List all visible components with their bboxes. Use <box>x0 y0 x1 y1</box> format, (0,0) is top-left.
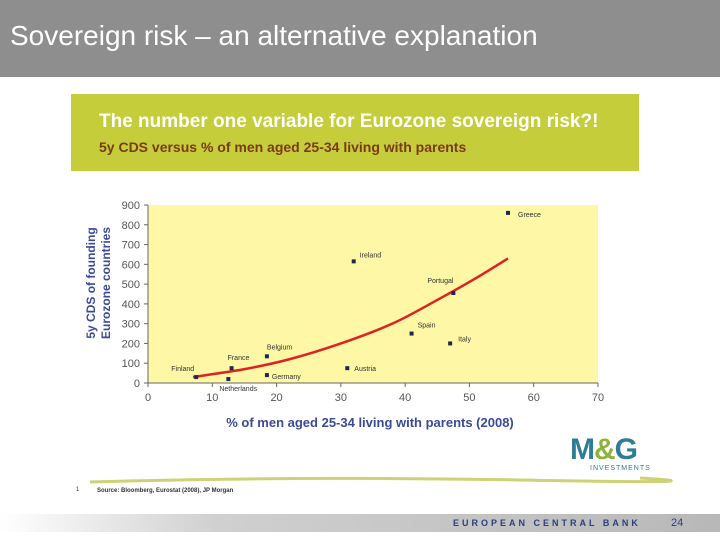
footer-bar <box>0 514 720 532</box>
y-tick-label: 500 <box>122 279 140 291</box>
data-label-germany: Germany <box>272 374 301 381</box>
logo-letter-m: M <box>570 433 595 466</box>
chart-title: The number one variable for Eurozone sov… <box>99 111 599 132</box>
data-point-france <box>229 366 234 371</box>
x-axis-label: % of men aged 25-34 living with parents … <box>226 415 514 430</box>
data-label-france: France <box>228 355 250 362</box>
x-tick-label: 60 <box>528 392 540 404</box>
y-tick-label: 300 <box>122 319 140 331</box>
x-tick-label: 30 <box>335 392 347 404</box>
x-tick-label: 20 <box>270 392 282 404</box>
data-point-finland <box>194 375 199 380</box>
chart-subtitle: 5y CDS versus % of men aged 25-34 living… <box>99 139 467 155</box>
data-point-germany <box>264 373 269 378</box>
data-label-portugal: Portugal <box>427 278 454 285</box>
x-tick-label: 70 <box>592 392 604 404</box>
data-label-spain: Spain <box>418 323 436 330</box>
data-point-italy <box>448 341 453 346</box>
y-tick-label: 0 <box>134 378 140 390</box>
y-tick-label: 700 <box>122 240 140 252</box>
plot-background <box>148 205 598 383</box>
data-label-finland: Finland <box>171 366 194 373</box>
y-tick-label: 600 <box>122 259 140 271</box>
source-footnote-number: 1 <box>76 487 80 493</box>
x-tick-label: 10 <box>206 392 218 404</box>
data-label-italy: Italy <box>458 336 471 343</box>
footer-bank-name: EUROPEAN CENTRAL BANK <box>453 518 641 528</box>
data-point-netherlands <box>226 377 231 382</box>
y-tick-label: 400 <box>122 299 140 311</box>
slide-header-bar <box>0 0 720 77</box>
data-label-austria: Austria <box>354 366 376 373</box>
decorative-brush-stroke <box>89 476 673 484</box>
x-tick-label: 40 <box>399 392 411 404</box>
mg-investments-logo: M&G INVESTMENTS <box>570 433 651 473</box>
x-tick-label: 0 <box>145 392 151 404</box>
x-tick-label: 50 <box>463 392 475 404</box>
y-tick-label: 900 <box>122 200 140 212</box>
data-point-austria <box>345 366 350 371</box>
data-label-belgium: Belgium <box>267 344 292 351</box>
data-label-greece: Greece <box>518 212 541 219</box>
slide-title: Sovereign risk – an alternative explanat… <box>10 20 538 51</box>
y-axis-label-line1: 5y CDS of founding <box>84 227 98 338</box>
logo-subtext: INVESTMENTS <box>590 465 651 472</box>
page-number: 24 <box>671 517 684 529</box>
y-tick-label: 800 <box>122 220 140 232</box>
data-point-greece <box>506 210 510 215</box>
data-label-ireland: Ireland <box>360 252 382 259</box>
y-tick-label: 200 <box>122 338 140 350</box>
data-label-netherlands: Netherlands <box>219 386 257 393</box>
data-point-portugal <box>451 291 456 296</box>
data-point-belgium <box>264 354 269 359</box>
data-point-spain <box>409 331 414 336</box>
source-note: Source: Bloomberg, Eurostat (2008), JP M… <box>97 488 234 494</box>
y-axis-label-line2: Eurozone countries <box>99 227 113 339</box>
data-point-ireland <box>351 259 356 264</box>
trend-line <box>192 257 509 379</box>
logo-ampersand: & <box>594 433 616 466</box>
y-tick-label: 100 <box>122 358 140 370</box>
logo-letter-g: G <box>614 433 638 466</box>
chart-header-band <box>71 94 639 171</box>
